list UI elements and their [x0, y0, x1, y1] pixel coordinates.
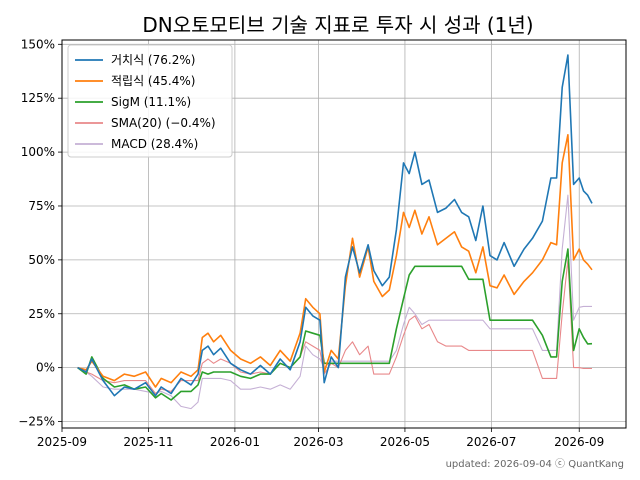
y-tick-label: 75% — [28, 199, 55, 213]
legend: 거치식 (76.2%) 적립식 (45.4%) SigM (11.1%) SMA(20… — [67, 44, 233, 158]
x-tick-label: 2025-09 — [37, 435, 87, 449]
y-tick-label: 125% — [21, 91, 55, 105]
y-tick-label: 25% — [28, 307, 55, 321]
y-axis: −25% 0% 25% 50% 75% 100% 125% 150% — [18, 37, 62, 429]
x-tick-label: 2026-03 — [293, 435, 343, 449]
series-line-3 — [77, 248, 593, 401]
x-tick-label: 2026-07 — [466, 435, 516, 449]
footer-credit: updated: 2026-09-04 ⓒ QuantKang — [446, 458, 624, 470]
legend-label: SMA(20) (−0.4%) — [111, 116, 216, 130]
chart-title: DN오토모티브 기술 지표로 투자 시 성과 (1년) — [142, 13, 533, 37]
legend-label: 적립식 (45.4%) — [111, 74, 195, 88]
x-axis: 2025-09 2025-11 2026-01 2026-03 2026-05 2026-… — [37, 428, 604, 449]
grid — [61, 40, 626, 428]
y-tick-label: 50% — [28, 253, 55, 267]
legend-label: 거치식 (76.2%) — [111, 53, 195, 67]
series-layer — [77, 54, 593, 410]
y-tick-label: 0% — [36, 361, 55, 375]
legend-label: SigM (11.1%) — [111, 95, 191, 109]
y-tick-label: −25% — [18, 415, 55, 429]
x-tick-label: 2026-05 — [380, 435, 430, 449]
series-line-5 — [77, 194, 592, 410]
series-line-2 — [77, 134, 593, 388]
series-line-4 — [77, 259, 592, 395]
legend-label: MACD (28.4%) — [111, 137, 198, 151]
series-line-1 — [77, 54, 593, 397]
x-tick-label: 2025-11 — [123, 435, 173, 449]
y-tick-label: 150% — [21, 37, 55, 51]
plot-frame — [61, 39, 627, 429]
x-tick-label: 2026-09 — [554, 435, 604, 449]
y-tick-label: 100% — [21, 145, 55, 159]
x-tick-label: 2026-01 — [210, 435, 260, 449]
legend-box — [67, 44, 233, 158]
